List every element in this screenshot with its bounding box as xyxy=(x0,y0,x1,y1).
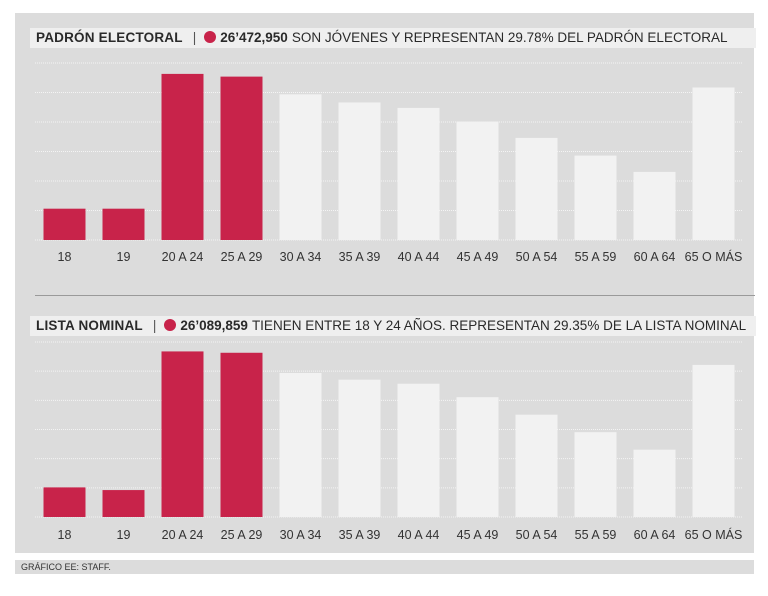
bar-50-a-54 xyxy=(515,137,558,240)
tick-label: 20 A 24 xyxy=(162,528,204,542)
bar-35-a-39 xyxy=(338,102,381,240)
bar-60-a-64 xyxy=(633,449,676,517)
panel-title: PADRÓN ELECTORAL xyxy=(36,30,183,45)
bar-60-a-64 xyxy=(633,171,676,240)
panel-title: LISTA NOMINAL xyxy=(36,318,143,333)
credit-text: GRÁFICO EE: STAFF. xyxy=(21,562,111,572)
panel-lista-nominal: LISTA NOMINAL | 26’089,859 TIENEN ENTRE 18 … xyxy=(15,300,756,553)
panel-padron-electoral: PADRÓN ELECTORAL | 26’472,950 SON JÓVENES Y… xyxy=(15,13,756,283)
bar-45-a-49 xyxy=(456,121,499,240)
bar-55-a-59 xyxy=(574,155,617,240)
header-description: TIENEN ENTRE 18 Y 24 AÑOS. REPRESENTAN 2… xyxy=(251,318,747,333)
bar-19 xyxy=(102,490,145,517)
tick-label: 50 A 54 xyxy=(516,528,558,542)
tick-label: 30 A 34 xyxy=(280,250,322,264)
bar-35-a-39 xyxy=(338,379,381,517)
tick-label: 50 A 54 xyxy=(516,250,558,264)
tick-label: 19 xyxy=(117,250,131,264)
tick-label: 25 A 29 xyxy=(221,250,263,264)
tick-label: 35 A 39 xyxy=(339,528,381,542)
tick-label: 18 xyxy=(58,528,72,542)
bar-50-a-54 xyxy=(515,414,558,517)
header-separator: | xyxy=(192,30,197,45)
header-description: SON JÓVENES Y REPRESENTAN 29.78% DEL PAD… xyxy=(291,30,728,45)
bar-18 xyxy=(43,487,86,517)
highlight-number: 26’089,859 xyxy=(180,318,248,333)
bar-chart-lista-nominal: 18 19 20 A 24 25 A 29 30 A 34 35 A 39 40 A 44 4… xyxy=(35,341,743,542)
highlight-dot-icon xyxy=(164,319,177,331)
highlight-number: 26’472,950 xyxy=(220,30,288,45)
tick-label: 55 A 59 xyxy=(575,528,617,542)
bar-65-o-más xyxy=(692,364,735,517)
tick-label: 65 O MÁS xyxy=(685,249,743,264)
panel-header: PADRÓN ELECTORAL | 26’472,950 SON JÓVENES Y… xyxy=(30,28,756,48)
bar-chart-padron: 18 19 20 A 24 25 A 29 30 A 34 35 A 39 40 A 44 4… xyxy=(35,62,743,264)
tick-label: 55 A 59 xyxy=(575,250,617,264)
infographic-frame: PADRÓN ELECTORAL | 26’472,950 SON JÓVENES Y… xyxy=(15,13,756,553)
bar-30-a-34 xyxy=(279,94,322,240)
bar-20-a-24 xyxy=(161,73,204,240)
bar-55-a-59 xyxy=(574,432,617,517)
bar-30-a-34 xyxy=(279,372,322,517)
tick-label: 60 A 64 xyxy=(634,250,676,264)
bar-40-a-44 xyxy=(397,107,440,240)
bar-40-a-44 xyxy=(397,383,440,517)
bar-65-o-más xyxy=(692,87,735,240)
bar-19 xyxy=(102,208,145,240)
bar-18 xyxy=(43,208,86,240)
tick-label: 40 A 44 xyxy=(398,250,440,264)
tick-label: 60 A 64 xyxy=(634,528,676,542)
tick-label: 45 A 49 xyxy=(457,528,499,542)
tick-label: 20 A 24 xyxy=(162,250,204,264)
tick-label: 45 A 49 xyxy=(457,250,499,264)
highlight-dot-icon xyxy=(204,31,217,43)
footer-credit: GRÁFICO EE: STAFF. xyxy=(15,560,754,574)
tick-label: 40 A 44 xyxy=(398,528,440,542)
tick-label: 30 A 34 xyxy=(280,528,322,542)
tick-label: 19 xyxy=(117,528,131,542)
section-divider xyxy=(35,295,755,296)
bar-20-a-24 xyxy=(161,351,204,517)
panel-header: LISTA NOMINAL | 26’089,859 TIENEN ENTRE 18 … xyxy=(30,316,756,336)
bar-25-a-29 xyxy=(220,76,263,240)
bar-45-a-49 xyxy=(456,397,499,517)
tick-label: 25 A 29 xyxy=(221,528,263,542)
tick-label: 65 O MÁS xyxy=(685,527,743,542)
bar-25-a-29 xyxy=(220,352,263,517)
header-separator: | xyxy=(152,318,157,333)
tick-label: 35 A 39 xyxy=(339,250,381,264)
tick-label: 18 xyxy=(58,250,72,264)
